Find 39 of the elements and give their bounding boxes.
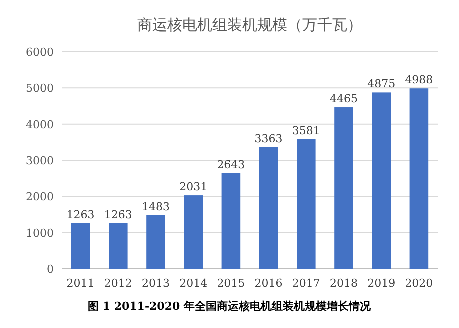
bar: [259, 147, 278, 269]
data-label: 1263: [66, 208, 95, 222]
caption: 图 1 2011-2020 年全国商运核电机组装机规模增长情况: [88, 300, 372, 313]
y-tick-label: 5000: [26, 82, 54, 96]
bar: [372, 92, 391, 269]
y-tick-label: 3000: [26, 154, 54, 168]
bar: [410, 88, 429, 269]
bar: [297, 139, 316, 269]
x-tick-label: 2013: [142, 277, 170, 290]
data-label: 3363: [254, 132, 283, 146]
y-tick-label: 6000: [26, 46, 54, 59]
y-tick-label: 4000: [26, 118, 54, 132]
x-tick-label: 2018: [330, 277, 358, 290]
data-label: 1483: [142, 200, 170, 214]
x-tick-label: 2011: [66, 277, 95, 290]
y-tick-label: 0: [47, 263, 54, 276]
x-tick-label: 2020: [405, 277, 434, 290]
data-label: 1263: [104, 208, 132, 222]
chart-title: 商运核电机组装机规模（万千瓦）: [138, 17, 362, 34]
bar: [184, 196, 203, 269]
bar: [334, 108, 354, 269]
bar: [109, 223, 128, 269]
data-label: 2031: [180, 180, 208, 194]
x-tick-label: 2016: [254, 277, 283, 290]
data-label: 4875: [368, 78, 396, 91]
x-tick-label: 2015: [217, 277, 246, 290]
y-tick-label: 1000: [26, 226, 54, 240]
x-tick-label: 2019: [368, 277, 396, 290]
data-label: 4988: [405, 74, 434, 87]
x-tick-label: 2017: [292, 277, 320, 290]
bar: [71, 223, 90, 269]
x-tick-label: 2014: [180, 277, 208, 290]
bar: [146, 215, 166, 269]
bar: [222, 173, 241, 269]
y-tick-label: 2000: [26, 190, 54, 204]
data-label: 3581: [292, 124, 320, 138]
data-label: 2643: [217, 158, 246, 172]
x-tick-label: 2012: [104, 277, 132, 290]
data-label: 4465: [330, 92, 358, 106]
